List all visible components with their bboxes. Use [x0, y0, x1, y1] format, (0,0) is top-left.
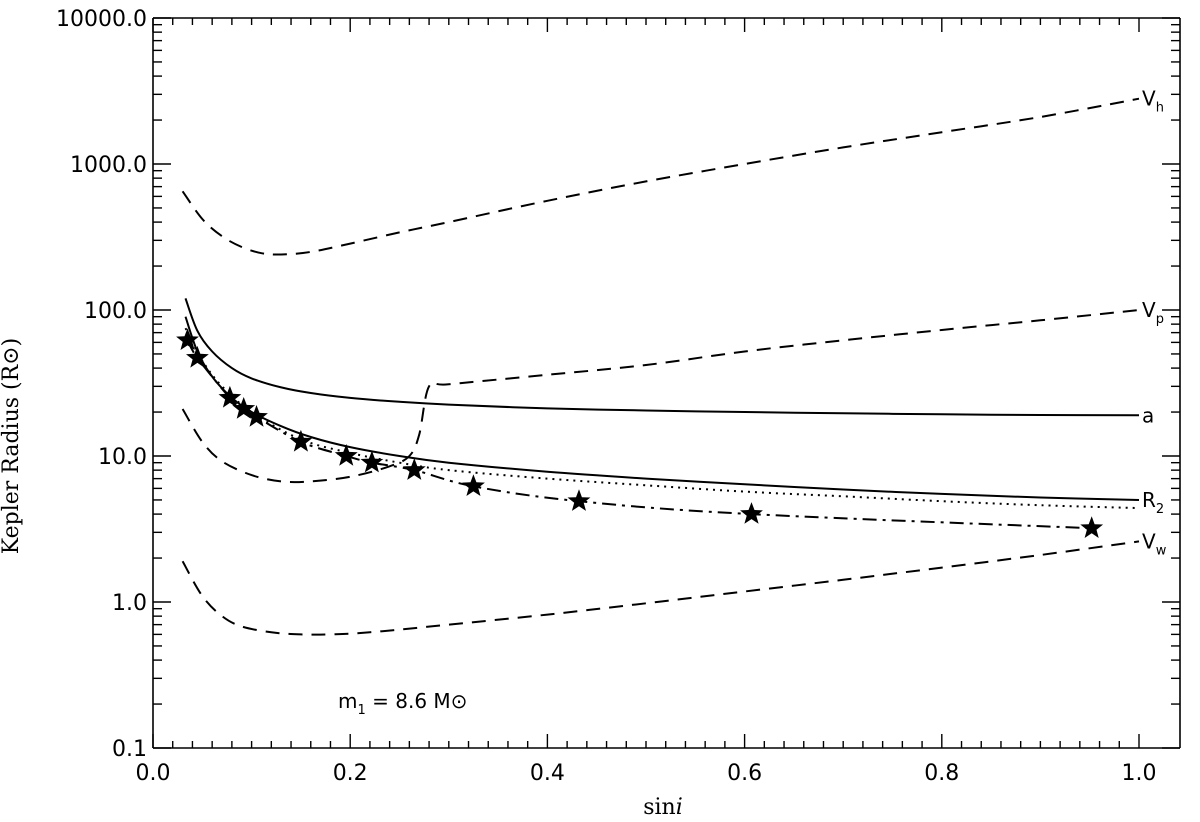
y-axis-title: Kepler Radius (R⊙): [0, 338, 24, 554]
star-marker: [1080, 516, 1104, 538]
y-tick-label: 0.1: [112, 737, 147, 762]
y-tick-label: 10.0: [98, 445, 147, 470]
series-label: Vw: [1142, 529, 1167, 558]
y-tick-label: 100.0: [84, 299, 147, 324]
series-label: Vh: [1142, 87, 1164, 116]
x-tick-label: 0.2: [333, 761, 368, 786]
x-tick-label: 1.0: [1122, 761, 1157, 786]
y-tick-label: 10000.0: [56, 7, 147, 32]
star-marker: [289, 429, 313, 452]
star-marker: [462, 474, 485, 496]
star-marker: [567, 489, 591, 511]
series-line-dotted-4: [184, 327, 1140, 510]
curve-labels: Vh Vp a R2 Vw: [1142, 87, 1167, 559]
x-tick-label: 0.0: [136, 761, 171, 786]
star-markers: [176, 328, 1104, 538]
series-line-Vp-1: [181, 309, 1140, 484]
series-label: a: [1142, 403, 1154, 427]
star-marker: [245, 405, 268, 427]
curves: [181, 97, 1140, 636]
star-marker: [334, 444, 358, 466]
star-marker: [232, 397, 256, 419]
star-marker: [740, 502, 763, 524]
x-tick-label: 0.4: [530, 761, 565, 786]
x-axis-title: sini: [643, 795, 683, 820]
y-tick-label: 1000.0: [70, 153, 147, 178]
x-tick-label: 0.6: [727, 761, 762, 786]
series-label: Vp: [1142, 298, 1164, 327]
axis-ticks: 0.0 0.2 0.4 0.6 0.8 1.0 0.1 1.0 10.0 100.0 1000.0 1…: [56, 7, 1180, 786]
series-line-dashdot-5: [186, 339, 1092, 530]
star-marker: [402, 458, 426, 480]
star-marker: [360, 450, 384, 473]
x-tick-label: 0.8: [924, 761, 959, 786]
plot-frame: [152, 17, 1181, 749]
series-line-Vh-0: [181, 97, 1140, 256]
series-label: R2: [1142, 488, 1164, 517]
star-marker: [176, 328, 199, 350]
series-line-a-2: [184, 298, 1140, 417]
star-marker: [218, 385, 242, 408]
series-line-R2-3: [184, 316, 1140, 501]
series-line-Vw-6: [181, 540, 1140, 636]
star-marker: [186, 345, 209, 368]
y-tick-label: 1.0: [112, 591, 147, 616]
mass-annotation: m1 = 8.6 M⊙: [338, 689, 467, 718]
